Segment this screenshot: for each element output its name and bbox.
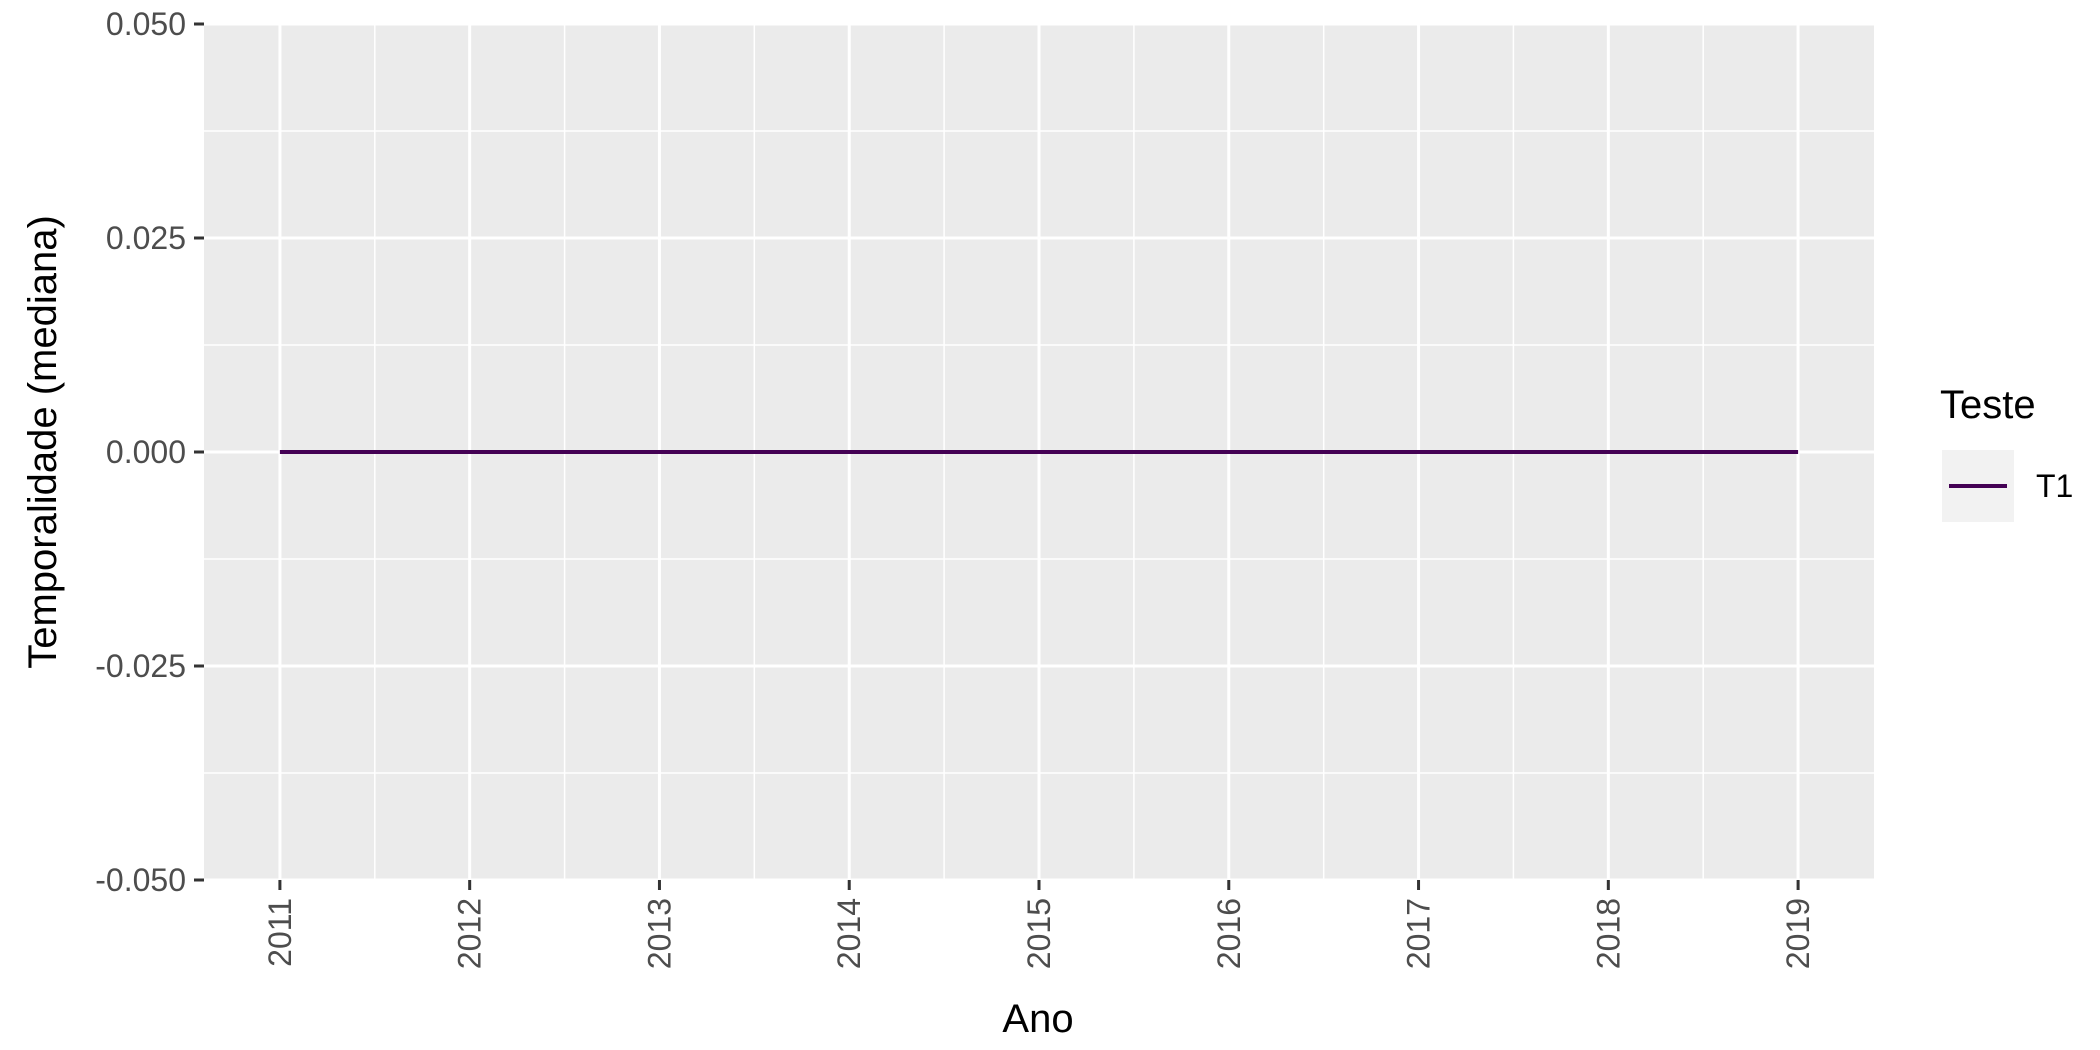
x-tick-label: 2013 [641, 898, 677, 969]
y-tick-label: -0.050 [95, 862, 186, 898]
x-tick-label: 2012 [452, 898, 488, 969]
y-axis-title: Temporalidade (mediana) [21, 215, 65, 669]
legend-label: T1 [2036, 468, 2073, 504]
x-tick-label: 2011 [262, 898, 298, 967]
x-tick-label: 2015 [1021, 898, 1057, 969]
legend: Teste T1 [1940, 383, 2073, 522]
x-axis-title: Ano [1002, 997, 1073, 1041]
x-tick-label: 2014 [831, 898, 867, 969]
legend-title: Teste [1940, 383, 2036, 427]
y-tick-label: -0.025 [95, 648, 186, 684]
y-tick-label: 0.000 [106, 434, 186, 470]
x-tick-label: 2017 [1401, 898, 1437, 969]
x-tick-label: 2019 [1780, 898, 1816, 969]
y-tick-label: 0.025 [106, 220, 186, 256]
x-tick-label: 2018 [1590, 898, 1626, 969]
y-axis: -0.050 -0.025 0.000 0.025 0.050 [95, 6, 204, 898]
legend-items: T1 [1942, 450, 2073, 522]
x-tick-label: 2016 [1211, 898, 1247, 969]
x-axis: 2011 2012 2013 2014 2015 2016 2017 2018 2019 [262, 880, 1816, 969]
y-tick-label: 0.050 [106, 6, 186, 42]
